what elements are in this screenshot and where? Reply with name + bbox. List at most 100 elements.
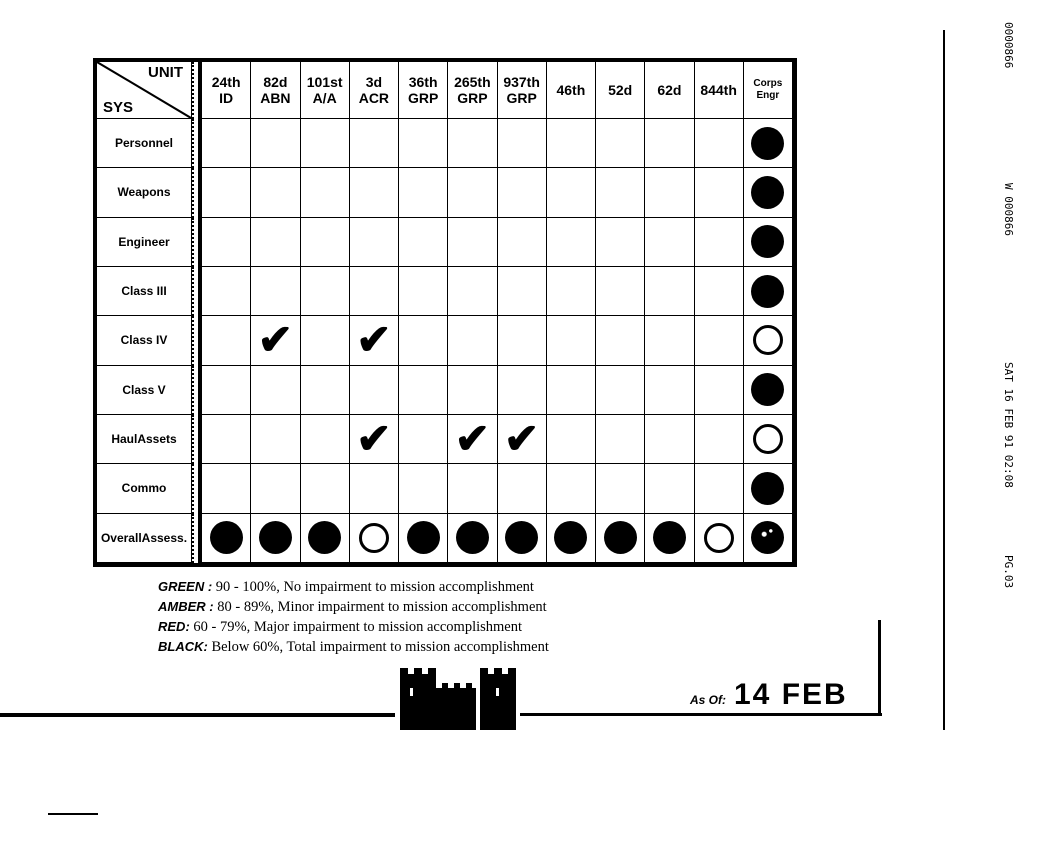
status-cell bbox=[645, 414, 695, 465]
row-label: Class III bbox=[97, 266, 192, 317]
fax-id-1: 0000866 bbox=[1002, 22, 1015, 69]
status-cell bbox=[448, 316, 498, 366]
status-cell bbox=[743, 119, 793, 169]
column-header: Corps Engr bbox=[743, 62, 793, 119]
status-cell bbox=[497, 365, 547, 415]
corner-header: UNIT SYS bbox=[97, 62, 192, 119]
status-cell bbox=[251, 266, 301, 317]
row-label: Class IV bbox=[97, 316, 192, 366]
fax-id-2: W 000866 bbox=[1002, 183, 1015, 236]
status-cell bbox=[596, 365, 646, 415]
status-cell bbox=[596, 513, 646, 563]
status-cell bbox=[645, 119, 695, 169]
status-cell bbox=[497, 119, 547, 169]
status-cell bbox=[251, 414, 301, 465]
column-header: 24th ID bbox=[202, 62, 252, 119]
status-cell bbox=[743, 316, 793, 366]
status-cell bbox=[448, 513, 498, 563]
status-cell: ✔ bbox=[497, 414, 547, 465]
status-cell bbox=[202, 464, 252, 514]
checkmark-icon: ✔ bbox=[257, 316, 293, 364]
status-cell bbox=[596, 168, 646, 218]
status-cell bbox=[349, 513, 399, 563]
fax-datetime: SAT 16 FEB 91 02:08 bbox=[1002, 362, 1015, 488]
status-cell bbox=[399, 168, 449, 218]
status-dot-filled bbox=[505, 521, 539, 555]
unit-name: 24th ID bbox=[211, 74, 241, 106]
status-cell: ✔ bbox=[251, 316, 301, 366]
status-cell bbox=[349, 217, 399, 267]
status-cell bbox=[349, 266, 399, 317]
row-label: Weapons bbox=[97, 168, 192, 218]
status-cell bbox=[596, 464, 646, 514]
status-cell bbox=[694, 365, 744, 415]
legend-black: BLACK: Below 60%, Total impairment to mi… bbox=[158, 639, 549, 655]
status-cell bbox=[546, 316, 596, 366]
status-cell bbox=[497, 316, 547, 366]
status-dot-hollow bbox=[358, 522, 389, 553]
status-cell bbox=[546, 168, 596, 218]
status-cell bbox=[546, 414, 596, 465]
status-cell bbox=[349, 168, 399, 218]
status-dot-filled bbox=[751, 373, 785, 407]
legend-green: GREEN : 90 - 100%, No impairment to miss… bbox=[158, 579, 534, 595]
separator bbox=[192, 217, 202, 267]
status-cell bbox=[202, 414, 252, 465]
status-cell bbox=[497, 168, 547, 218]
status-cell bbox=[349, 119, 399, 169]
status-cell bbox=[300, 414, 350, 465]
unit-label: UNIT bbox=[148, 64, 183, 81]
status-cell bbox=[645, 513, 695, 563]
status-cell bbox=[300, 119, 350, 169]
status-dot-filled bbox=[652, 521, 686, 555]
unit-name: 3d ACR bbox=[358, 74, 390, 106]
scan-mark bbox=[48, 813, 98, 815]
separator bbox=[192, 62, 202, 119]
status-cell bbox=[743, 513, 793, 563]
checkmark-icon: ✔ bbox=[356, 316, 392, 364]
unit-name: 937th GRP bbox=[503, 74, 540, 106]
column-header: 265th GRP bbox=[448, 62, 498, 119]
status-dot-filled bbox=[258, 521, 292, 555]
checkmark-icon: ✔ bbox=[356, 415, 392, 463]
border-right bbox=[878, 620, 881, 716]
status-dot-filled bbox=[554, 521, 588, 555]
status-cell bbox=[399, 266, 449, 317]
status-cell bbox=[645, 365, 695, 415]
status-cell bbox=[300, 266, 350, 317]
status-cell bbox=[596, 217, 646, 267]
separator bbox=[192, 119, 202, 169]
status-cell: ✔ bbox=[349, 316, 399, 366]
status-cell bbox=[251, 464, 301, 514]
separator bbox=[192, 168, 202, 218]
status-cell bbox=[694, 266, 744, 317]
separator bbox=[192, 365, 202, 415]
status-cell bbox=[448, 365, 498, 415]
status-cell bbox=[743, 414, 793, 465]
column-header: 52d bbox=[596, 62, 646, 119]
separator bbox=[192, 464, 202, 514]
status-cell bbox=[300, 316, 350, 366]
status-dot-filled bbox=[751, 126, 785, 160]
diagonal-line bbox=[97, 62, 191, 118]
separator bbox=[192, 266, 202, 317]
as-of: As Of: 14 FEB bbox=[690, 678, 848, 711]
status-cell bbox=[399, 217, 449, 267]
status-cell bbox=[497, 217, 547, 267]
status-cell bbox=[349, 365, 399, 415]
unit-name: 52d bbox=[608, 82, 633, 98]
status-cell: ✔ bbox=[448, 414, 498, 465]
separator bbox=[192, 414, 202, 465]
row-label: Commo bbox=[97, 464, 192, 514]
status-dot-filled bbox=[209, 521, 243, 555]
status-dot-filled bbox=[455, 521, 489, 555]
status-cell bbox=[645, 464, 695, 514]
status-cell bbox=[596, 119, 646, 169]
checkmark-icon: ✔ bbox=[454, 415, 490, 463]
status-cell bbox=[202, 513, 252, 563]
status-cell bbox=[596, 266, 646, 317]
status-dot-filled bbox=[751, 274, 785, 308]
status-cell bbox=[694, 217, 744, 267]
status-cell bbox=[202, 316, 252, 366]
status-cell bbox=[399, 513, 449, 563]
